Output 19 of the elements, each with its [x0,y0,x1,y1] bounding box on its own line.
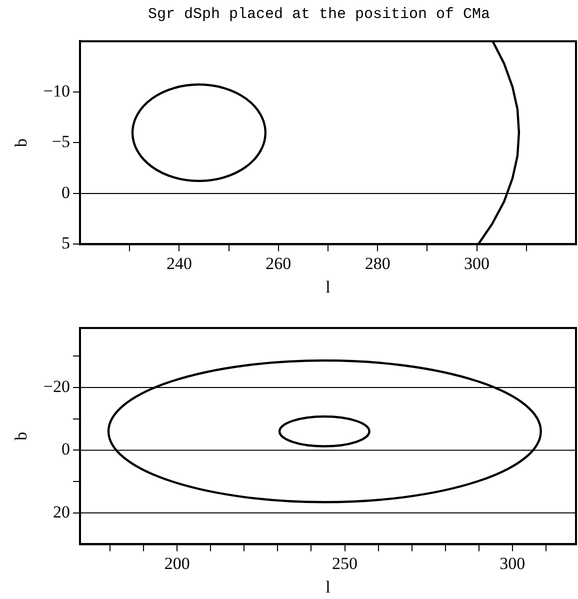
y-tick-label: 0 [61,182,70,202]
x-tick-label: 250 [332,554,358,573]
x-tick-label: 280 [364,254,390,273]
x-tick-label: 300 [464,254,490,273]
y-tick-label: 5 [61,234,70,253]
x-axis-title: l [326,277,331,296]
y-axis-title: b [12,432,31,440]
y-tick-label: −10 [43,81,70,100]
y-tick-label: 0 [61,440,70,459]
x-tick-label: 200 [164,554,190,573]
x-axis-title: l [326,577,331,596]
y-axis-title: b [12,138,31,147]
x-tick-label: 300 [500,554,526,573]
x-tick-label: 240 [166,254,192,273]
y-tick-label: −20 [43,377,70,396]
x-tick-label: 260 [266,254,292,273]
chart-title: Sgr dSph placed at the position of CMa [146,5,492,25]
y-tick-label: 20 [52,502,70,522]
y-tick-label: −5 [52,132,70,152]
